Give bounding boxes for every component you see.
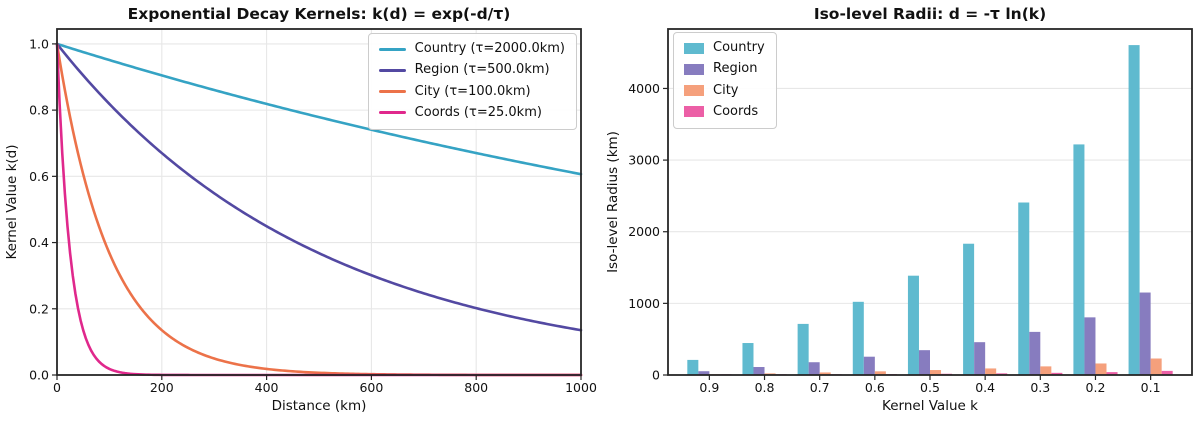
tick-label: 400 bbox=[255, 380, 279, 395]
chart-iso-level-radii: 0.9 0.8 0.7 0.6 0.5 0.4 0.3 0.2 0.1 0 1000 2000 3000… bbox=[600, 0, 1200, 423]
tick-label: 0.4 bbox=[29, 235, 49, 250]
x-axis-label-distance: Distance (km) bbox=[272, 398, 367, 414]
legend-label: Coords bbox=[713, 103, 759, 119]
tick-label: 0.8 bbox=[29, 103, 49, 118]
tick-label: 3000 bbox=[628, 153, 660, 168]
tick-label: 2000 bbox=[628, 224, 660, 239]
bar-plot-svg: 0.9 0.8 0.7 0.6 0.5 0.4 0.3 0.2 0.1 0 1000 2000 3000… bbox=[605, 5, 1193, 414]
legend-swatch-city bbox=[378, 90, 406, 94]
bar-region-k0.5 bbox=[918, 350, 930, 375]
bar-region-k0.6 bbox=[863, 356, 875, 375]
bar-region-k0.9 bbox=[698, 371, 710, 375]
chart-title-decay: Exponential Decay Kernels: k(d) = exp(-d… bbox=[128, 5, 511, 23]
bar-country-k0.7 bbox=[797, 323, 809, 375]
legend-swatch-coords bbox=[378, 111, 406, 115]
y-axis-label-iso-radius: Iso-level Radius (km) bbox=[605, 131, 621, 273]
tick-label: 0.5 bbox=[920, 380, 940, 395]
tick-label: 0.7 bbox=[810, 380, 830, 395]
tick-label: 0.6 bbox=[29, 169, 49, 184]
tick-label: 1.0 bbox=[29, 36, 49, 51]
tick-label: 0.4 bbox=[975, 380, 995, 395]
x-axis-label-kernel-k: Kernel Value k bbox=[882, 398, 978, 414]
legend-swatch-city bbox=[684, 85, 704, 97]
legend-item-country: Country (τ=2000.0km) bbox=[378, 41, 565, 57]
legend-item-country: Country bbox=[684, 40, 765, 56]
bar-region-k0.3 bbox=[1029, 331, 1041, 375]
legend-swatch-region bbox=[684, 63, 704, 75]
bar-region-k0.1 bbox=[1139, 292, 1151, 375]
legend-item-coords: Coords bbox=[684, 104, 765, 120]
bar-region-k0.8 bbox=[753, 367, 765, 375]
tick-label: 0.9 bbox=[699, 380, 719, 395]
bar-city-k0.1 bbox=[1150, 358, 1162, 375]
bar-city-k0.5 bbox=[930, 370, 942, 375]
legend-label: Country (τ=2000.0km) bbox=[414, 41, 565, 56]
tick-label: 0.0 bbox=[29, 368, 49, 383]
bar-country-k0.8 bbox=[742, 343, 754, 375]
bar-country-k0.1 bbox=[1128, 45, 1140, 375]
tick-label: 4000 bbox=[628, 81, 660, 96]
legend-swatch-coords bbox=[684, 106, 704, 118]
tick-label: 0.2 bbox=[1086, 380, 1106, 395]
line-plot-svg: 0 200 400 600 800 1000 0.0 0.2 0.4 0.6 0.8 1.0 Expo… bbox=[4, 5, 597, 414]
tick-label: 600 bbox=[359, 380, 383, 395]
legend-label: Region (τ=500.0km) bbox=[414, 62, 550, 78]
bar-country-k0.6 bbox=[852, 301, 864, 375]
legend-item-city: City bbox=[684, 83, 765, 99]
legend-label: Country bbox=[713, 40, 765, 55]
legend-swatch-country bbox=[684, 42, 704, 54]
tick-label: 1000 bbox=[565, 380, 597, 395]
bar-city-k0.4 bbox=[985, 368, 997, 375]
bar-city-k0.2 bbox=[1095, 363, 1107, 375]
legend-item-region: Region bbox=[684, 61, 765, 77]
legend-swatch-region bbox=[378, 68, 406, 72]
bar-region-k0.2 bbox=[1084, 317, 1096, 375]
tick-label: 0.8 bbox=[755, 380, 775, 395]
legend-label: Coords (τ=25.0km) bbox=[414, 104, 542, 120]
legend-iso-level-radii: Country Region City Coords bbox=[673, 32, 777, 129]
legend-label: City bbox=[713, 82, 739, 98]
legend-label: Region bbox=[713, 61, 758, 77]
legend-decay-kernels: Country (τ=2000.0km) Region (τ=500.0km) Ci… bbox=[367, 33, 577, 130]
bar-city-k0.3 bbox=[1040, 366, 1052, 375]
tick-label: 1000 bbox=[628, 296, 660, 311]
tick-label: 0.6 bbox=[865, 380, 885, 395]
tick-label: 0.1 bbox=[1141, 380, 1161, 395]
tick-label: 0.2 bbox=[29, 301, 49, 316]
chart-title-iso-radii: Iso-level Radii: d = -τ ln(k) bbox=[814, 5, 1046, 23]
tick-label: 200 bbox=[150, 380, 174, 395]
bar-country-k0.2 bbox=[1073, 144, 1085, 375]
decay-curve-country bbox=[55, 42, 583, 176]
tick-label: 0 bbox=[652, 368, 660, 383]
bar-coords-k0.2 bbox=[1106, 372, 1118, 375]
legend-label: City (τ=100.0km) bbox=[414, 83, 531, 99]
bar-city-k0.7 bbox=[819, 372, 831, 375]
bar-coords-k0.1 bbox=[1161, 370, 1173, 375]
legend-item-city: City (τ=100.0km) bbox=[378, 83, 565, 100]
bar-city-k0.6 bbox=[874, 371, 886, 375]
tick-label: 800 bbox=[464, 380, 488, 395]
legend-swatch-country bbox=[378, 47, 406, 51]
chart-decay-kernels: 0 200 400 600 800 1000 0.0 0.2 0.4 0.6 0.8 1.0 Expo… bbox=[4, 5, 597, 414]
bar-plot-area: 0.9 0.8 0.7 0.6 0.5 0.4 0.3 0.2 0.1 0 1000 2000 3000… bbox=[628, 28, 1193, 395]
bar-country-k0.5 bbox=[907, 275, 919, 375]
bar-region-k0.4 bbox=[974, 342, 986, 375]
line-plot-area: 0 200 400 600 800 1000 0.0 0.2 0.4 0.6 0.8 1.0 bbox=[29, 28, 597, 395]
legend-item-coords: Coords (τ=25.0km) bbox=[378, 104, 565, 121]
y-axis-label-kernel-value: Kernel Value k(d) bbox=[4, 145, 20, 260]
tick-label: 0 bbox=[53, 380, 61, 395]
bar-region-k0.7 bbox=[808, 362, 820, 375]
bar-country-k0.9 bbox=[687, 359, 699, 375]
legend-item-region: Region (τ=500.0km) bbox=[378, 62, 565, 78]
bar-country-k0.3 bbox=[1018, 202, 1030, 375]
bar-coords-k0.3 bbox=[1051, 372, 1063, 375]
decay-curve-region bbox=[55, 42, 583, 332]
tick-label: 0.3 bbox=[1030, 380, 1050, 395]
bar-country-k0.4 bbox=[963, 243, 975, 375]
